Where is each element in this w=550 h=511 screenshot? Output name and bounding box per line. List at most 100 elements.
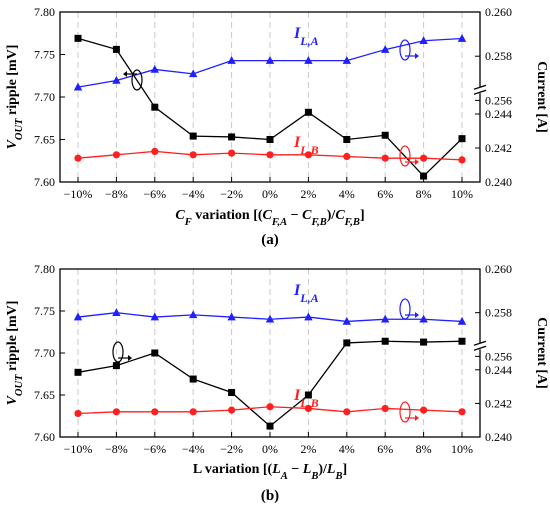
- x-tick-label: 2%: [300, 442, 316, 456]
- data-point: [381, 404, 389, 413]
- data-point: [381, 337, 389, 345]
- y-left-tick-label: 7.60: [34, 175, 55, 189]
- data-point: [420, 406, 428, 414]
- data-point: [73, 312, 83, 321]
- data-point: [151, 147, 159, 155]
- data-point: [458, 156, 466, 164]
- x-tick-label: 10%: [451, 442, 473, 456]
- data-point: [228, 149, 236, 157]
- data-point: [343, 152, 351, 161]
- data-point: [343, 408, 351, 416]
- data-point: [112, 45, 120, 53]
- x-tick-label: −4%: [182, 187, 205, 201]
- data-point: [420, 154, 428, 162]
- x-tick-label: −8%: [105, 187, 128, 201]
- x-tick-label: 2%: [300, 187, 316, 201]
- y-left-tick-label: 7.70: [34, 346, 55, 360]
- axis-break-mark: [473, 345, 487, 351]
- data-point: [265, 314, 275, 323]
- axis-indicator-ila-arrowhead: [415, 312, 419, 318]
- x-tick-label: −6%: [143, 187, 166, 201]
- data-point: [227, 312, 236, 321]
- data-point: [342, 56, 351, 64]
- axis-break-mark: [473, 84, 487, 90]
- axis-indicator-ila: [399, 298, 411, 320]
- axis-indicator-ilb-arrowhead: [415, 159, 419, 165]
- data-point: [381, 154, 389, 162]
- data-point: [266, 136, 274, 143]
- x-tick-label: 6%: [377, 187, 393, 201]
- y-left-tick-label: 7.60: [34, 430, 55, 444]
- axis-indicator-ilb: [399, 401, 411, 423]
- data-point: [112, 151, 120, 159]
- data-point: [265, 56, 275, 64]
- x-tick-label: −8%: [105, 442, 128, 456]
- x-tick-label: 10%: [451, 187, 473, 201]
- y-left-tick-label: 7.80: [34, 262, 55, 276]
- x-tick-label: −2%: [220, 442, 243, 456]
- data-point: [151, 408, 159, 416]
- data-point: [419, 36, 428, 45]
- y-left-tick-label: 7.80: [34, 5, 55, 19]
- data-point: [227, 56, 236, 64]
- y-right-tick-label: 0.244: [485, 363, 512, 377]
- data-point: [304, 391, 312, 399]
- chart-panel-1: 7.60 7.65 7.70 7.75 7.80 0.256 0.258 0.260 0.240…: [5, 5, 549, 248]
- data-point: [420, 172, 428, 180]
- axis-break-mark: [473, 340, 487, 346]
- y-left-axis-label: VOUT ripple [mV]: [5, 45, 25, 150]
- x-tick-label: 6%: [377, 442, 393, 456]
- data-point: [151, 349, 159, 357]
- data-point: [458, 135, 466, 143]
- data-point: [74, 409, 82, 418]
- panel-caption: (b): [261, 488, 279, 504]
- data-point: [112, 408, 120, 416]
- axis-break-gap: [474, 343, 486, 350]
- series-label-ilb: IL,B: [293, 134, 319, 157]
- data-point: [343, 136, 351, 143]
- y-right-tick-label: 0.240: [485, 175, 512, 189]
- data-point: [189, 310, 198, 319]
- x-tick-label: 4%: [339, 187, 355, 201]
- data-point: [112, 76, 121, 84]
- data-point: [150, 312, 159, 321]
- y-right-tick-label: 0.242: [485, 141, 512, 155]
- data-point: [189, 151, 197, 159]
- y-right-tick-label: 0.260: [485, 262, 512, 276]
- data-point: [304, 56, 313, 64]
- x-tick-label: 8%: [416, 187, 432, 201]
- x-tick-label: −10%: [64, 187, 93, 201]
- axis-indicator-ilb: [399, 145, 411, 167]
- y-right-tick-label: 0.242: [485, 396, 512, 410]
- data-point: [457, 34, 467, 42]
- panel-caption: (a): [261, 232, 279, 248]
- data-point: [304, 108, 312, 116]
- axis-break-mark: [473, 89, 487, 95]
- axis-indicator-ripple: [112, 341, 124, 363]
- data-point: [228, 133, 236, 141]
- x-tick-label: 8%: [416, 442, 432, 456]
- y-right-tick-label: 0.260: [485, 5, 512, 19]
- axis-indicator-ripple: [131, 69, 143, 91]
- data-point: [343, 339, 351, 347]
- data-point: [189, 375, 197, 383]
- data-point: [304, 404, 312, 413]
- y-left-tick-label: 7.70: [34, 90, 55, 104]
- x-tick-label: 0%: [262, 187, 278, 201]
- y-left-tick-label: 7.75: [34, 48, 55, 62]
- x-tick-label: −4%: [182, 442, 205, 456]
- data-point: [458, 337, 466, 345]
- data-point: [228, 406, 236, 414]
- data-point: [342, 316, 351, 325]
- y-left-axis-label: VOUT ripple [mV]: [5, 301, 25, 406]
- data-point: [419, 314, 428, 323]
- x-axis-label: L variation [(LA − LB)/LB]: [193, 462, 347, 482]
- series-label-ila: IL,A: [293, 25, 319, 48]
- data-point: [420, 338, 428, 346]
- data-point: [381, 314, 390, 323]
- y-right-tick-label: 0.258: [485, 49, 512, 63]
- y-right-tick-label: 0.244: [485, 107, 512, 121]
- axis-indicator-ila: [399, 39, 411, 61]
- axis-indicator-ripple-arrowhead: [128, 355, 132, 361]
